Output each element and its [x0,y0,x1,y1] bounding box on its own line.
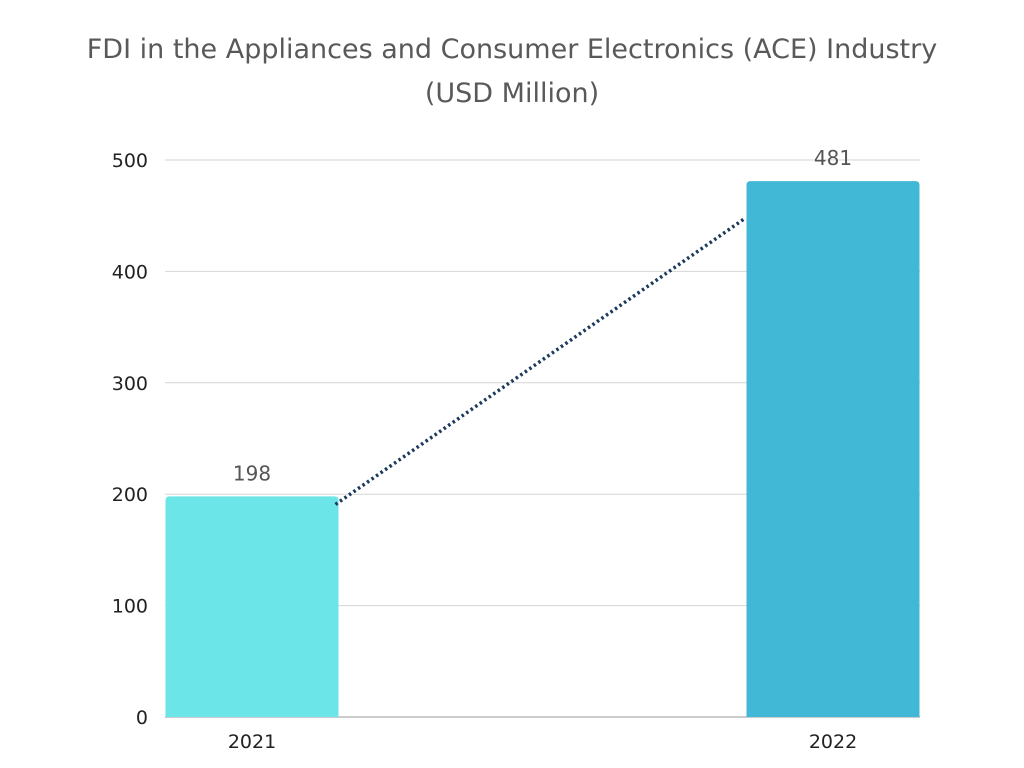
y-tick-label-0: 0 [136,707,148,729]
x-axis-ticks: 2021 2022 [228,731,857,753]
trend-line [334,217,746,506]
data-label-2022: 481 [814,146,852,170]
y-axis-ticks: 0 100 200 300 400 500 [112,150,148,729]
data-labels: 198 481 [233,146,852,485]
x-tick-label-2022: 2022 [809,731,857,753]
bar-2022 [746,181,920,717]
y-tick-label-400: 400 [112,261,148,283]
y-tick-label-100: 100 [112,596,148,618]
chart-title: FDI in the Appliances and Consumer Elect… [0,28,1024,116]
chart-title-line2: (USD Million) [424,78,600,109]
x-tick-label-2021: 2021 [228,731,276,753]
bars [165,181,920,717]
y-tick-label-300: 300 [112,373,148,395]
chart-title-line1: FDI in the Appliances and Consumer Elect… [86,34,938,65]
trend-line-group [334,217,746,506]
y-tick-label-500: 500 [112,150,148,172]
bar-2021 [165,496,339,717]
y-tick-label-200: 200 [112,484,148,506]
data-label-2021: 198 [233,461,271,485]
